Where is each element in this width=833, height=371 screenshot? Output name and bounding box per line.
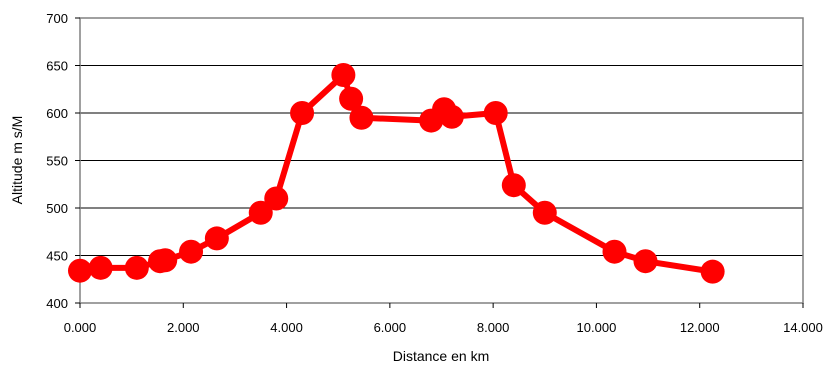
data-point <box>68 258 92 283</box>
y-tick-label: 400 <box>46 296 68 311</box>
data-point <box>248 200 273 225</box>
data-point <box>602 239 627 264</box>
y-tick-label: 600 <box>46 106 68 121</box>
data-point <box>124 255 149 280</box>
data-point <box>439 104 464 129</box>
data-point <box>204 226 229 251</box>
data-point <box>290 101 315 125</box>
x-tick-label: 8.000 <box>477 320 510 335</box>
data-point <box>264 186 289 211</box>
y-tick-label: 700 <box>46 11 68 26</box>
y-tick-label: 450 <box>46 249 68 264</box>
data-point <box>532 200 557 225</box>
y-tick-label: 550 <box>46 154 68 169</box>
data-point <box>331 63 356 87</box>
y-tick-label: 650 <box>46 59 68 74</box>
x-tick-label: 2.000 <box>167 320 200 335</box>
data-point <box>88 255 113 280</box>
x-tick-label: 14.000 <box>783 320 823 335</box>
x-tick-label: 4.000 <box>270 320 303 335</box>
data-point <box>700 259 725 284</box>
data-point <box>483 101 508 125</box>
x-tick-label: 0.000 <box>64 320 97 335</box>
x-axis-title: Distance en km <box>393 348 489 364</box>
data-point <box>179 239 204 264</box>
data-point <box>633 249 658 274</box>
y-tick-label: 500 <box>46 201 68 216</box>
x-axis-ticks: 0.000 2.000 4.000 6.000 8.000 10.000 12.000 14.… <box>64 303 823 335</box>
data-point <box>339 86 364 111</box>
gridlines <box>80 65 803 256</box>
data-point <box>501 173 526 198</box>
y-axis-title: Altitude m s/M <box>9 116 25 205</box>
data-point <box>153 248 178 273</box>
data-point <box>349 105 374 130</box>
x-tick-label: 12.000 <box>680 320 720 335</box>
y-axis-ticks: 400 450 500 550 600 650 700 <box>46 11 80 311</box>
series-altitude <box>68 63 725 284</box>
x-tick-label: 10.000 <box>577 320 617 335</box>
x-tick-label: 6.000 <box>374 320 407 335</box>
